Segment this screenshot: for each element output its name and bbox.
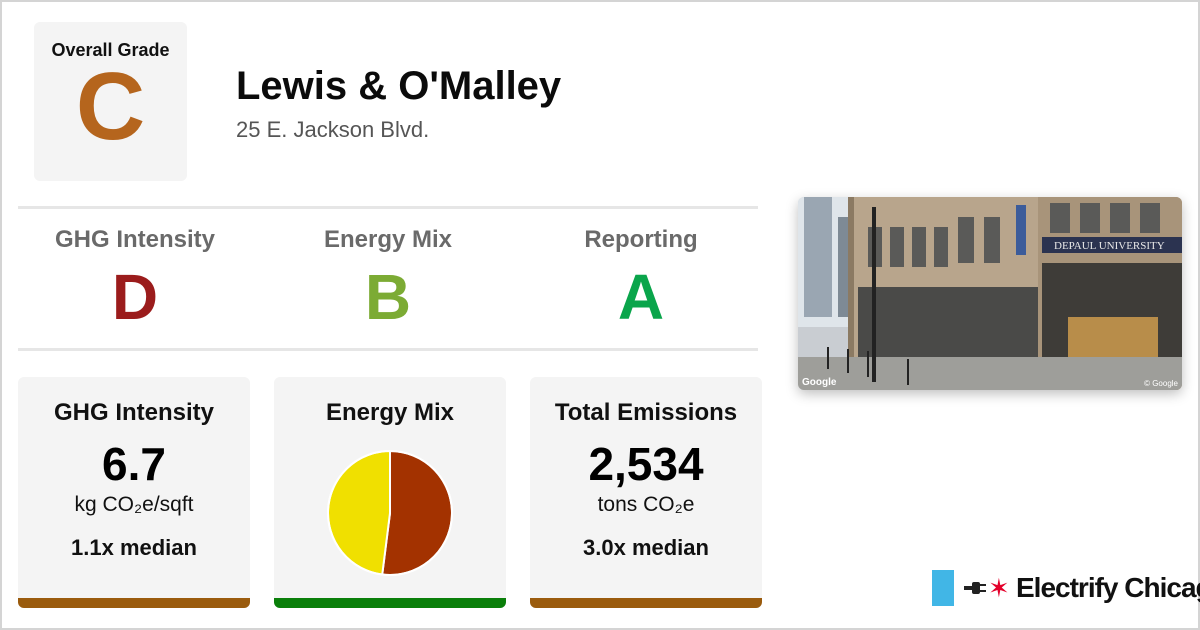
sub-grade-label: GHG Intensity bbox=[54, 226, 216, 253]
card-accent-bar bbox=[18, 598, 250, 608]
sub-grade-energy-mix: Energy Mix B bbox=[268, 226, 508, 332]
card-accent-bar bbox=[530, 598, 762, 608]
brand-name: Electrify Chicago bbox=[1016, 572, 1200, 603]
pie-slice-1 bbox=[327, 449, 391, 576]
total-emissions-unit: tons CO₂e bbox=[597, 493, 695, 516]
energy-mix-card: Energy Mix bbox=[274, 377, 506, 608]
photo-sign-text: DEPAUL UNIVERSITY bbox=[1054, 240, 1165, 252]
plug-icon bbox=[964, 582, 986, 594]
sub-grade-letter: B bbox=[364, 261, 412, 333]
total-emissions-median: 3.0x median bbox=[583, 535, 709, 560]
google-copyright: © Google bbox=[1144, 379, 1178, 388]
card-title: GHG Intensity bbox=[53, 399, 215, 426]
sub-grade-letter: A bbox=[617, 261, 665, 333]
sub-grade-label: Energy Mix bbox=[323, 226, 453, 253]
total-emissions-value: 2,534 bbox=[588, 438, 704, 490]
ghg-intensity-unit: kg CO₂e/sqft bbox=[74, 493, 194, 516]
overall-grade-box: Overall Grade C bbox=[34, 22, 187, 181]
chicago-flag-stripe bbox=[932, 570, 954, 606]
sub-grade-reporting: Reporting A bbox=[521, 226, 761, 332]
chicago-star-icon: ✶ bbox=[988, 573, 1010, 603]
total-emissions-card: Total Emissions 2,534 tons CO₂e 3.0x med… bbox=[530, 377, 762, 608]
sub-grade-label: Reporting bbox=[584, 226, 698, 253]
overall-grade-label: Overall Grade bbox=[51, 40, 170, 60]
building-name: Lewis & O'Malley bbox=[236, 64, 562, 108]
card-title: Energy Mix bbox=[325, 399, 455, 426]
pie-outline bbox=[327, 450, 453, 576]
divider-top bbox=[18, 206, 758, 209]
ghg-intensity-value: 6.7 bbox=[102, 438, 166, 490]
card-title: Total Emissions bbox=[554, 399, 738, 426]
sub-grade-ghg: GHG Intensity D bbox=[15, 226, 255, 332]
building-street-view-photo: DEPAUL UNIVERSITY Google © Google bbox=[798, 197, 1182, 390]
sub-grade-letter: D bbox=[111, 261, 159, 333]
street-photo-illustration: DEPAUL UNIVERSITY bbox=[798, 197, 1182, 390]
divider-bottom bbox=[18, 348, 758, 351]
overall-grade-letter: C bbox=[75, 53, 146, 160]
google-watermark: Google bbox=[802, 377, 837, 388]
energy-mix-pie bbox=[327, 449, 453, 576]
ghg-intensity-median: 1.1x median bbox=[71, 535, 197, 560]
pie-slice-0 bbox=[381, 449, 453, 576]
ghg-intensity-card: GHG Intensity 6.7 kg CO₂e/sqft 1.1x medi… bbox=[18, 377, 250, 608]
card-accent-bar bbox=[274, 598, 506, 608]
building-address: 25 E. Jackson Blvd. bbox=[236, 117, 430, 142]
